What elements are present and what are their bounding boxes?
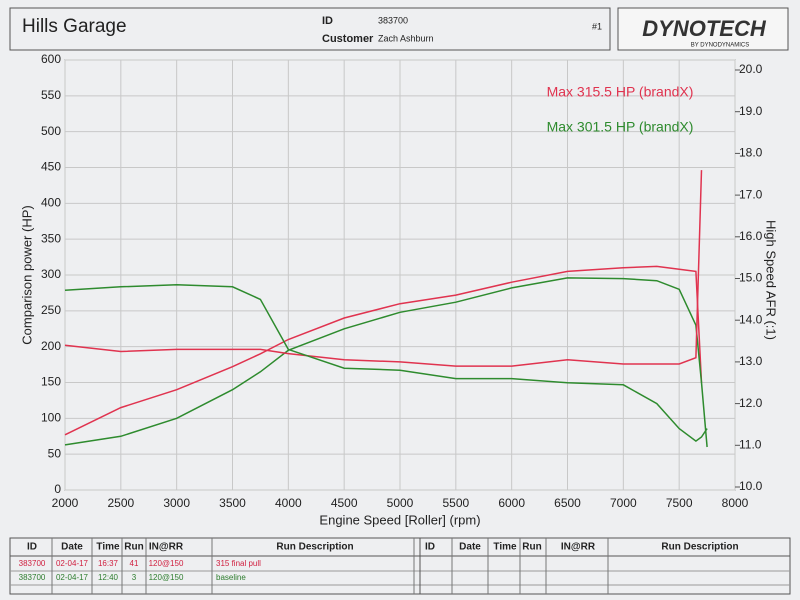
table-header: Date [61,542,83,553]
table-header: Date [459,542,481,553]
table-header: IN@RR [149,542,184,553]
x-tick-label: 3000 [163,496,190,510]
y-tick-label: 450 [41,160,61,174]
table-header: Run Description [276,542,353,553]
table-header: Time [493,542,517,553]
table-header: Time [96,542,120,553]
table-header: Run [522,542,541,553]
x-tick-label: 7500 [666,496,693,510]
x-tick-label: 3500 [219,496,246,510]
x-tick-label: 4000 [275,496,302,510]
y2-tick-label: 13.0 [739,354,763,368]
id-value: 383700 [378,15,408,25]
x-tick-label: 5500 [442,496,469,510]
y-tick-label: 600 [41,52,61,66]
y2-tick-label: 12.0 [739,396,763,410]
series-line [64,277,708,448]
logo-box [617,7,789,51]
y2-tick-label: 20.0 [739,62,763,76]
y2-tick-label: 10.0 [739,479,763,493]
x-tick-label: 2000 [52,496,79,510]
x-tick-label: 7000 [610,496,637,510]
header-title: Hills Garage [22,16,127,37]
table-header: IN@RR [561,542,596,553]
run-number: #1 [592,21,602,31]
y-tick-label: 300 [41,267,61,281]
header-box [9,7,611,51]
series-line [64,265,703,436]
table-box [9,537,791,595]
x-tick-label: 6500 [554,496,581,510]
table-cell: 16:37 [98,559,119,568]
y-tick-label: 250 [41,303,61,317]
y-tick-label: 50 [48,446,62,460]
table-header: Run [124,542,143,553]
y-tick-label: 350 [41,231,61,245]
table-cell: 120@150 [149,559,184,568]
table-cell: 383700 [19,559,46,568]
y2-axis-label: High Speed AFR (:1) [764,220,779,340]
x-tick-label: 5000 [387,496,414,510]
table-cell: 383700 [19,573,46,582]
table-header: Run Description [661,542,738,553]
y-tick-label: 500 [41,124,61,138]
y-tick-label: 200 [41,339,61,353]
y-tick-label: 550 [41,88,61,102]
table-cell: baseline [216,573,246,582]
table-header: ID [425,542,435,553]
x-axis-label: Engine Speed [Roller] (rpm) [319,512,480,527]
x-tick-label: 4500 [331,496,358,510]
table-cell: 3 [132,573,137,582]
y-tick-label: 150 [41,375,61,389]
y-tick-label: 0 [54,482,61,496]
y-axis-label: Comparison power (HP) [19,205,34,344]
logo-tagline: BY DYNODYNAMICS [691,43,750,49]
y2-tick-label: 17.0 [739,187,763,201]
table-cell: 02-04-17 [56,573,89,582]
logo: DYNOTECH [642,16,767,41]
y2-tick-label: 14.0 [739,312,763,326]
table-cell: 41 [130,559,139,568]
series-line [64,284,708,443]
y2-tick-label: 11.0 [739,437,762,451]
y2-tick-label: 19.0 [739,104,763,118]
table-cell: 02-04-17 [56,559,89,568]
table-cell: 12:40 [98,573,119,582]
table-header: ID [27,542,37,553]
table-cell: 315 final pull [216,559,261,568]
annotation: Max 315.5 HP (brandX) [547,84,694,100]
customer-value: Zach Ashburn [378,33,434,43]
y-tick-label: 400 [41,196,61,210]
y2-tick-label: 18.0 [739,146,763,160]
y2-tick-label: 15.0 [739,271,763,285]
series-line [64,170,703,367]
x-tick-label: 6000 [498,496,525,510]
table-cell: 120@150 [149,573,184,582]
y-tick-label: 100 [41,411,61,425]
annotation: Max 301.5 HP (brandX) [547,119,694,135]
x-tick-label: 2500 [107,496,134,510]
id-label: ID [322,15,333,27]
x-tick-label: 8000 [722,496,749,510]
customer-label: Customer [322,33,374,45]
y2-tick-label: 16.0 [739,229,763,243]
